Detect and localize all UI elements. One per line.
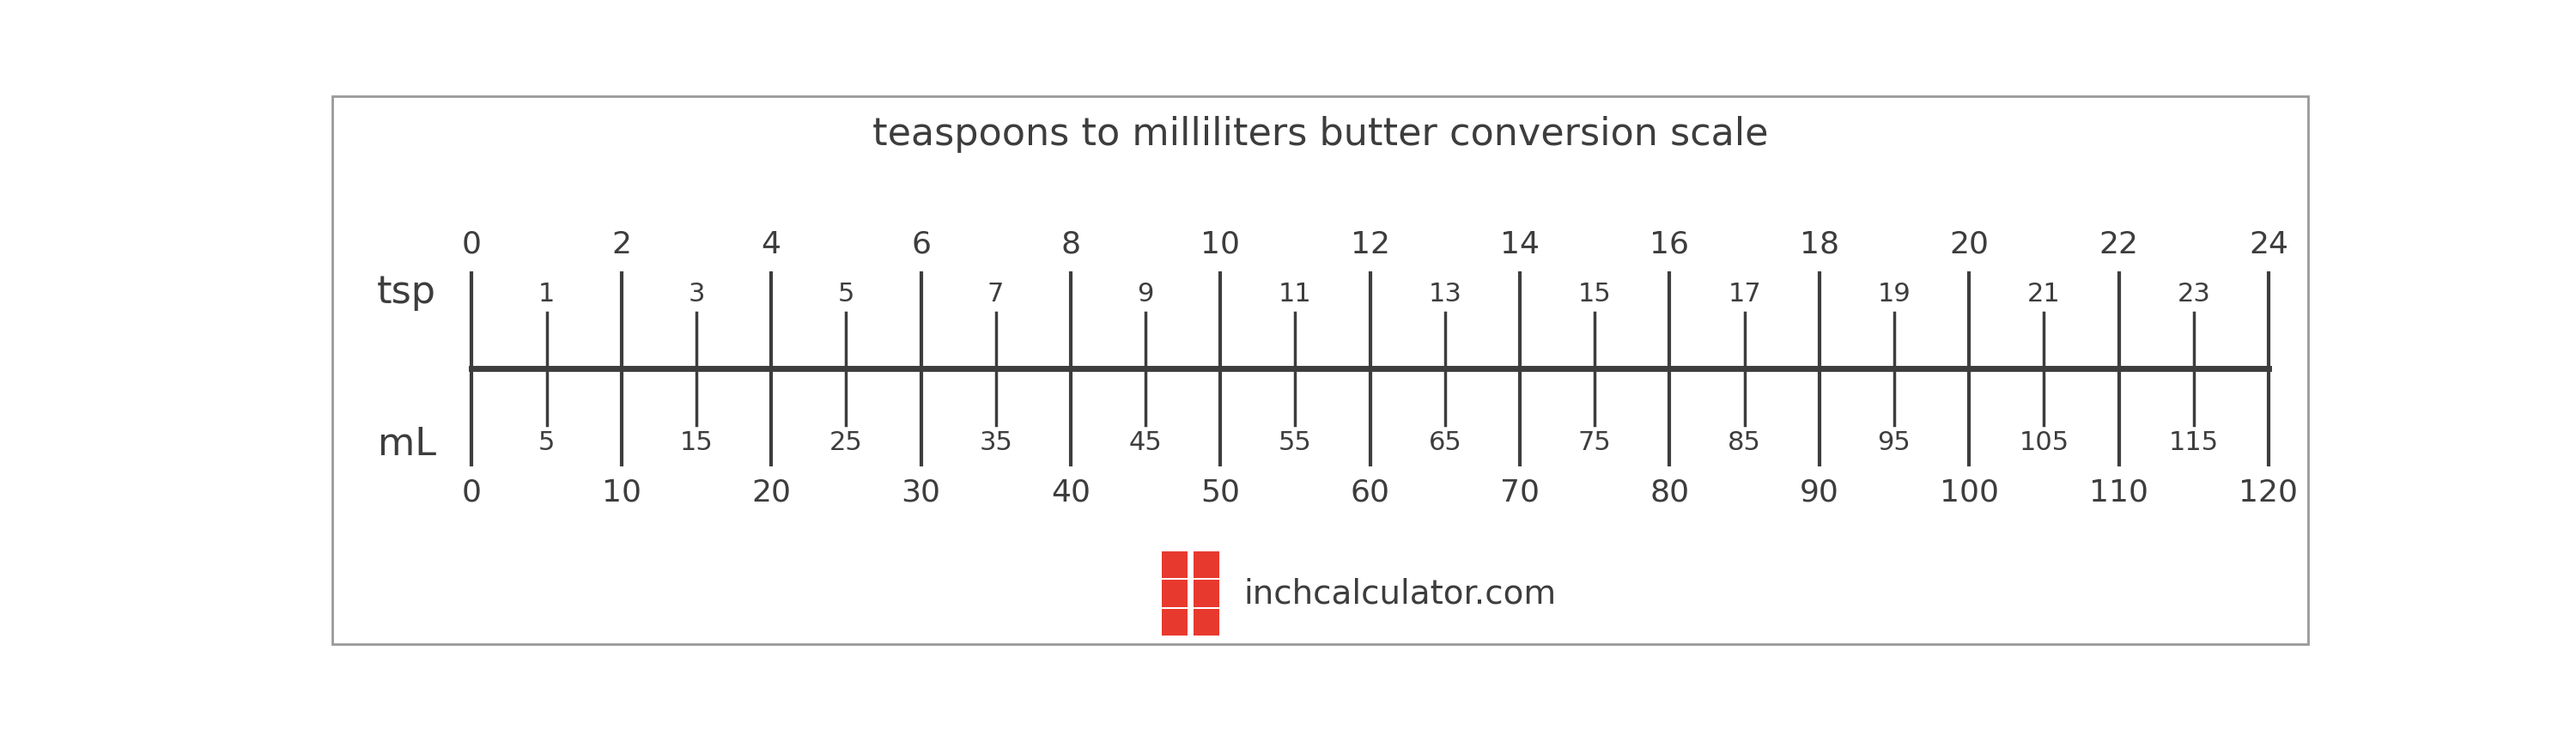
Text: 4: 4: [762, 230, 781, 259]
Text: 35: 35: [979, 431, 1012, 456]
Text: 7: 7: [987, 282, 1005, 307]
Text: 21: 21: [2027, 282, 2061, 307]
Text: 110: 110: [2089, 478, 2148, 507]
Text: 9: 9: [1136, 282, 1154, 307]
Text: 18: 18: [1801, 230, 1839, 259]
Text: 15: 15: [680, 431, 714, 456]
Text: inchcalculator.com: inchcalculator.com: [1244, 577, 1556, 610]
Text: 10: 10: [1200, 230, 1239, 259]
FancyBboxPatch shape: [1193, 609, 1218, 636]
Text: 95: 95: [1878, 431, 1911, 456]
Text: 105: 105: [2020, 431, 2069, 456]
Text: teaspoons to milliliters butter conversion scale: teaspoons to milliliters butter conversi…: [873, 116, 1767, 153]
FancyBboxPatch shape: [1162, 609, 1188, 636]
Text: 2: 2: [611, 230, 631, 259]
Text: 100: 100: [1940, 478, 1999, 507]
FancyBboxPatch shape: [1162, 580, 1188, 607]
Text: 65: 65: [1427, 431, 1461, 456]
Text: 14: 14: [1499, 230, 1540, 259]
FancyBboxPatch shape: [1193, 580, 1218, 607]
Text: 0: 0: [461, 478, 482, 507]
FancyBboxPatch shape: [1162, 551, 1188, 578]
Text: 70: 70: [1499, 478, 1540, 507]
Text: 17: 17: [1728, 282, 1762, 307]
Text: 40: 40: [1051, 478, 1090, 507]
Text: 85: 85: [1728, 431, 1762, 456]
Text: 5: 5: [538, 431, 554, 456]
Text: 16: 16: [1649, 230, 1690, 259]
Text: 120: 120: [2239, 478, 2298, 507]
Text: 20: 20: [1950, 230, 1989, 259]
Text: 80: 80: [1649, 478, 1690, 507]
Text: 30: 30: [902, 478, 940, 507]
Text: 45: 45: [1128, 431, 1162, 456]
Text: 23: 23: [2177, 282, 2210, 307]
Text: 5: 5: [837, 282, 855, 307]
FancyBboxPatch shape: [1193, 551, 1218, 578]
Text: 1: 1: [538, 282, 554, 307]
Text: 19: 19: [1878, 282, 1911, 307]
Text: 12: 12: [1350, 230, 1391, 259]
Text: 11: 11: [1278, 282, 1311, 307]
Text: mL: mL: [379, 426, 435, 463]
Text: 10: 10: [603, 478, 641, 507]
Text: 50: 50: [1200, 478, 1239, 507]
Text: 90: 90: [1801, 478, 1839, 507]
Text: 24: 24: [2249, 230, 2287, 259]
Text: 75: 75: [1579, 431, 1613, 456]
Text: 20: 20: [752, 478, 791, 507]
Text: tsp: tsp: [376, 274, 435, 311]
Text: 0: 0: [461, 230, 482, 259]
Text: 3: 3: [688, 282, 706, 307]
Text: 60: 60: [1350, 478, 1391, 507]
Text: 15: 15: [1579, 282, 1613, 307]
Text: 6: 6: [912, 230, 930, 259]
Text: 25: 25: [829, 431, 863, 456]
Text: 55: 55: [1278, 431, 1311, 456]
Text: 8: 8: [1061, 230, 1079, 259]
Text: 115: 115: [2169, 431, 2218, 456]
Text: 22: 22: [2099, 230, 2138, 259]
Text: 13: 13: [1427, 282, 1461, 307]
